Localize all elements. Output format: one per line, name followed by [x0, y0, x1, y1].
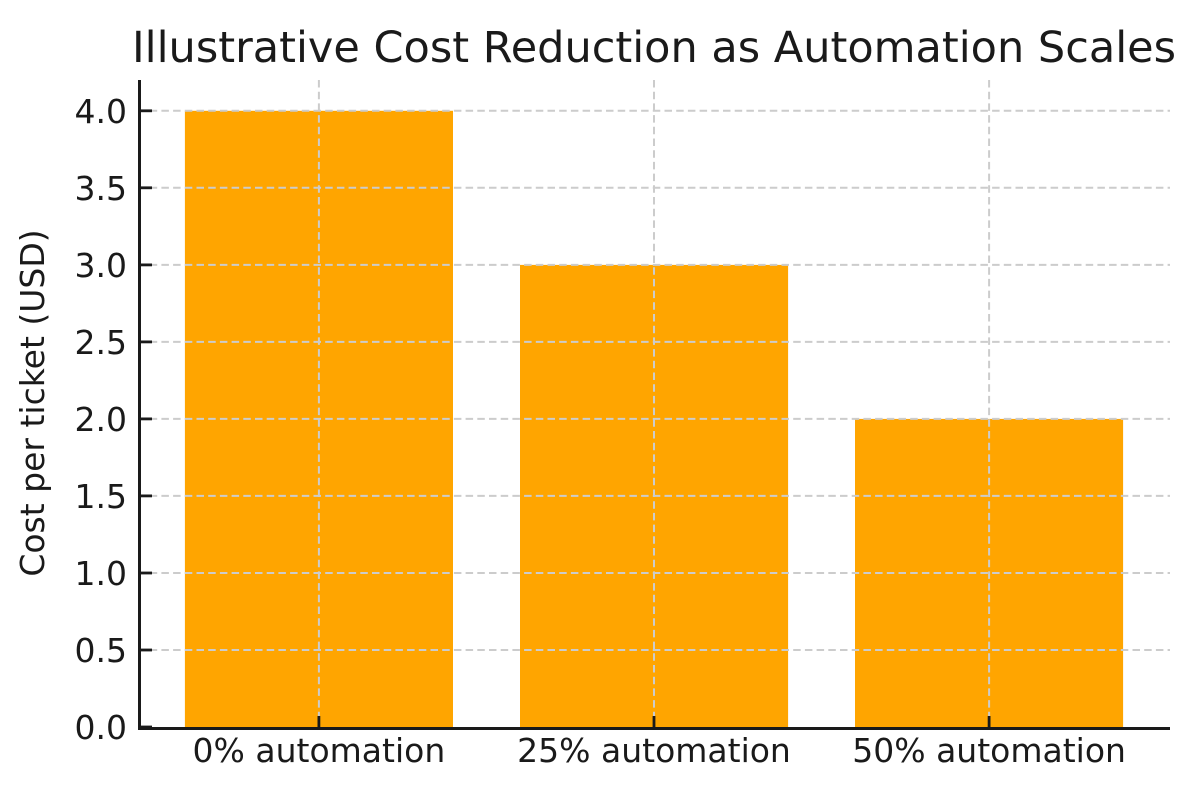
y-axis-label: Cost per ticket (USD) [13, 229, 52, 576]
x-tick-labels: 0% automation 25% automation 50% automatio… [193, 731, 1126, 770]
y-tick-label-3.5: 3.5 [75, 169, 127, 208]
x-tick-label-1: 25% automation [517, 731, 791, 770]
grid-layer [138, 80, 1170, 727]
y-tick-label-4.0: 4.0 [75, 92, 127, 131]
y-tick-label-2.0: 2.0 [75, 400, 127, 439]
x-tick-label-2: 50% automation [852, 731, 1126, 770]
y-tick-label-3.0: 3.0 [75, 246, 127, 285]
y-tick-label-0.5: 0.5 [75, 631, 127, 670]
y-tick-label-2.5: 2.5 [75, 323, 127, 362]
y-tick-label-1.5: 1.5 [75, 477, 127, 516]
chart-title: Illustrative Cost Reduction as Automatio… [132, 23, 1176, 73]
y-tick-label-1.0: 1.0 [75, 554, 127, 593]
y-tick-label-0.0: 0.0 [75, 708, 127, 747]
y-tick-labels: 0.0 0.5 1.0 1.5 2.0 2.5 3.0 3.5 4.0 [75, 92, 127, 747]
x-tick-label-0: 0% automation [193, 731, 446, 770]
axis-spines [138, 80, 1170, 730]
tick-marks-layer [141, 109, 991, 729]
